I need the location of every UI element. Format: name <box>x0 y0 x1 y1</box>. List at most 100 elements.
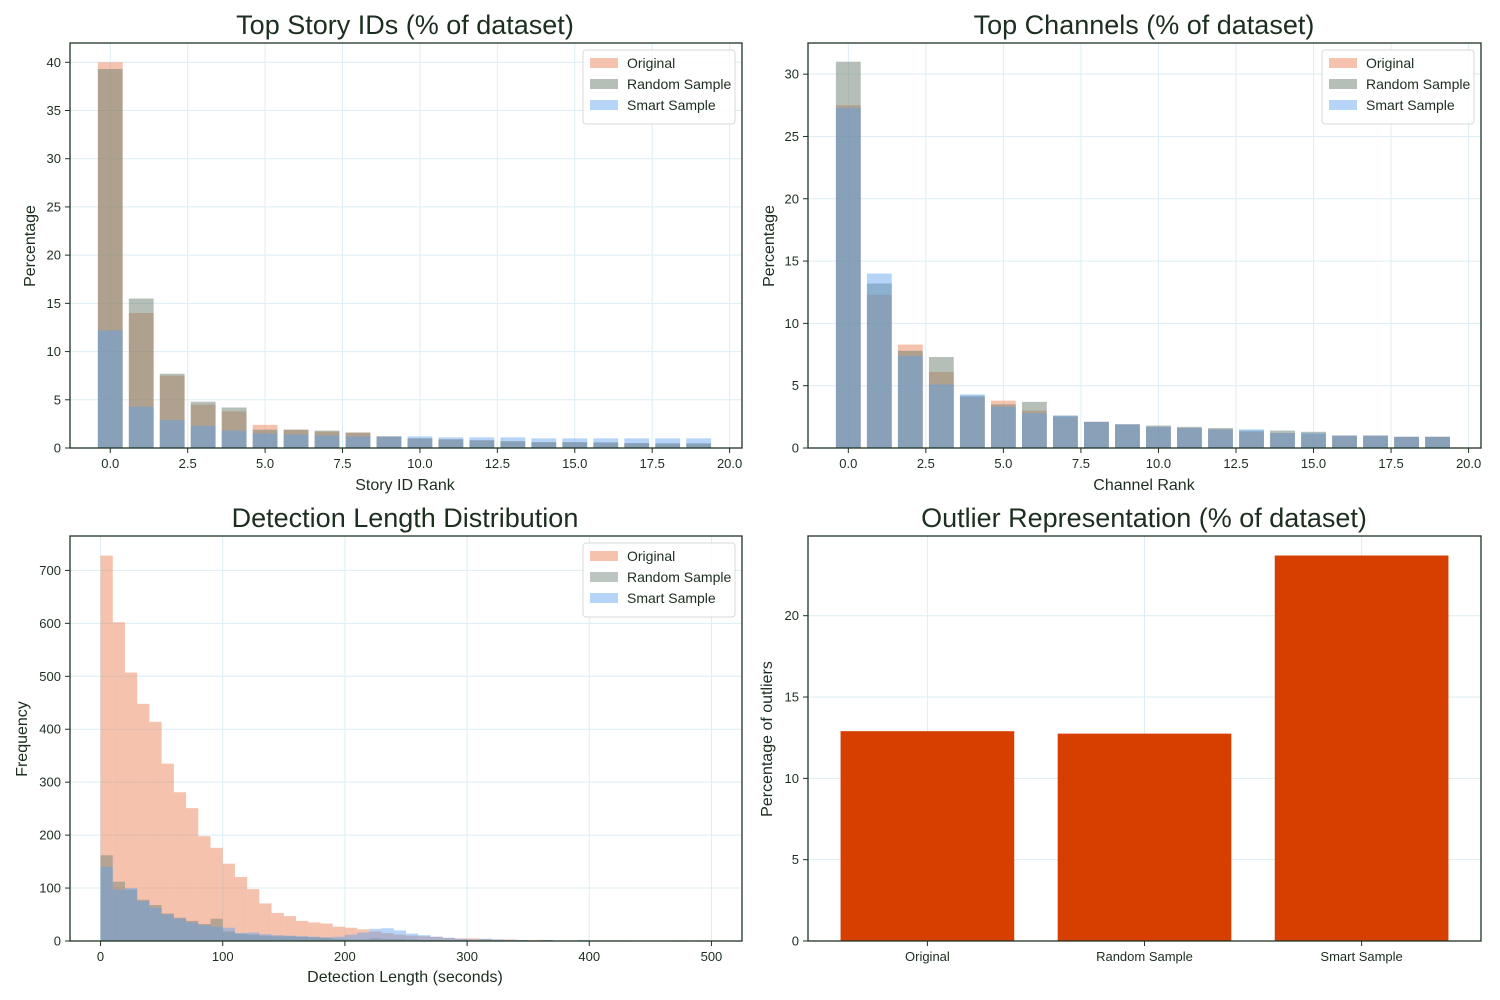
story-bar-random-14 <box>531 442 557 448</box>
detection-bin-smart-10 <box>222 927 235 941</box>
detection-bin-random-6 <box>173 917 187 941</box>
detection-legend-label-smart: Smart Sample <box>627 590 716 606</box>
detection-bin-random-8 <box>198 924 211 941</box>
detection-bin-smart-27 <box>430 936 443 941</box>
detection-bin-smart-12 <box>247 932 260 941</box>
channel-x-tick-label: 12.5 <box>1223 456 1248 471</box>
story-legend-swatch-random <box>590 79 618 89</box>
channel-x-tick-label: 15.0 <box>1301 456 1326 471</box>
detection-bin-smart-23 <box>381 928 394 941</box>
outlier-y-tick-label: 10 <box>785 771 799 786</box>
story-bar-smart-6 <box>283 434 309 448</box>
channel-bar-smart-18 <box>1394 436 1419 448</box>
detection-y-tick-label: 200 <box>39 828 61 843</box>
channel-bar-smart-12 <box>1208 429 1233 448</box>
detection-bin-original-23 <box>381 933 394 941</box>
detection-bin-smart-26 <box>418 935 431 941</box>
story-bar-random-18 <box>655 443 681 448</box>
detection-bin-smart-29 <box>454 938 468 941</box>
detection-bin-random-3 <box>137 899 150 941</box>
detection-bin-smart-8 <box>198 925 211 941</box>
story-bar-random-2 <box>159 373 185 448</box>
detection-legend <box>582 542 736 618</box>
detection-bin-random-12 <box>247 934 260 941</box>
detection-bin-original-26 <box>418 936 431 941</box>
channel-x-tick-label: 20.0 <box>1456 456 1481 471</box>
story-bar-random-16 <box>593 442 619 448</box>
detection-x-tick-label: 100 <box>212 949 234 964</box>
channel-legend-label-original: Original <box>1366 55 1414 71</box>
channel-bar-random-16 <box>1332 435 1357 448</box>
channel-bar-smart-1 <box>866 273 892 448</box>
detection-x-axis-label: Detection Length (seconds) <box>307 969 503 986</box>
channel-y-tick-label: 25 <box>785 129 799 144</box>
story-y-tick-label: 25 <box>47 199 61 214</box>
story-x-tick-label: 7.5 <box>333 456 351 471</box>
channel-legend <box>1321 49 1475 125</box>
channel-x-tick-label: 10.0 <box>1146 456 1171 471</box>
channel-bar-smart-13 <box>1239 429 1264 448</box>
detection-bin-random-15 <box>283 936 297 941</box>
detection-bin-original-2 <box>124 672 138 941</box>
detection-x-tick-label: 500 <box>701 949 723 964</box>
detection-bin-original-11 <box>234 876 248 941</box>
detection-y-tick-label: 0 <box>54 934 61 949</box>
detection-chart-title: Detection Length Distribution <box>232 503 579 533</box>
story-bar-smart-5 <box>252 433 278 448</box>
detection-bin-original-13 <box>259 903 272 941</box>
detection-bin-smart-30 <box>467 939 480 941</box>
story-bar-smart-14 <box>531 438 557 448</box>
channel-bar-random-3 <box>928 357 954 448</box>
detection-bin-original-7 <box>186 808 199 941</box>
detection-bin-random-0 <box>100 855 113 941</box>
channel-bar-random-6 <box>1021 401 1047 448</box>
channel-x-axis-label: Channel Rank <box>1093 477 1195 494</box>
detection-bin-original-4 <box>149 721 162 941</box>
story-bar-smart-13 <box>500 437 526 448</box>
detection-bin-random-2 <box>124 889 138 941</box>
channel-bar-random-5 <box>990 404 1016 448</box>
detection-legend-label-random: Random Sample <box>627 569 731 585</box>
detection-bin-original-28 <box>442 937 455 941</box>
detection-bin-original-20 <box>344 927 358 941</box>
detection-bin-smart-5 <box>161 914 174 941</box>
detection-bin-original-32 <box>491 939 504 941</box>
channel-bar-smart-10 <box>1146 426 1171 448</box>
story-bar-random-4 <box>221 407 247 448</box>
detection-bin-smart-11 <box>234 933 248 941</box>
detection-bin-smart-14 <box>271 935 284 941</box>
story-legend-label-random: Random Sample <box>627 76 731 92</box>
channel-y-tick-label: 20 <box>785 191 799 206</box>
detection-bin-original-12 <box>247 889 260 941</box>
detection-bin-smart-20 <box>344 934 358 941</box>
detection-bin-original-31 <box>479 938 492 941</box>
detection-bin-original-27 <box>430 936 443 941</box>
story-bar-random-7 <box>314 430 340 448</box>
story-bar-random-13 <box>500 441 526 448</box>
detection-bin-smart-2 <box>124 888 138 941</box>
detection-y-tick-label: 600 <box>39 616 61 631</box>
channel-bar-random-0 <box>835 61 861 448</box>
story-bar-smart-3 <box>190 425 216 448</box>
detection-bin-random-20 <box>344 939 358 941</box>
detection-bin-original-3 <box>137 703 150 941</box>
detection-plot-frame <box>69 535 743 942</box>
detection-bin-original-19 <box>332 926 345 941</box>
detection-legend-label-original: Original <box>627 548 675 564</box>
detection-bin-random-4 <box>149 905 162 941</box>
detection-bin-original-16 <box>296 920 309 941</box>
detection-bin-random-7 <box>186 920 199 941</box>
outlier-x-tick-label: Smart Sample <box>1320 949 1402 964</box>
story-x-tick-label: 2.5 <box>179 456 197 471</box>
channel-bar-smart-5 <box>990 406 1016 448</box>
story-bar-random-17 <box>624 443 650 448</box>
story-id-chart: Top Story IDs (% of dataset) Story ID Ra… <box>22 10 743 494</box>
detection-bin-original-6 <box>173 792 187 941</box>
story-x-tick-label: 20.0 <box>717 456 742 471</box>
channel-bar-smart-3 <box>928 384 954 448</box>
story-bar-random-0 <box>97 69 123 449</box>
story-y-tick-label: 35 <box>47 103 61 118</box>
channel-chart-title: Top Channels (% of dataset) <box>974 10 1315 40</box>
channel-bar-random-2 <box>897 350 923 448</box>
